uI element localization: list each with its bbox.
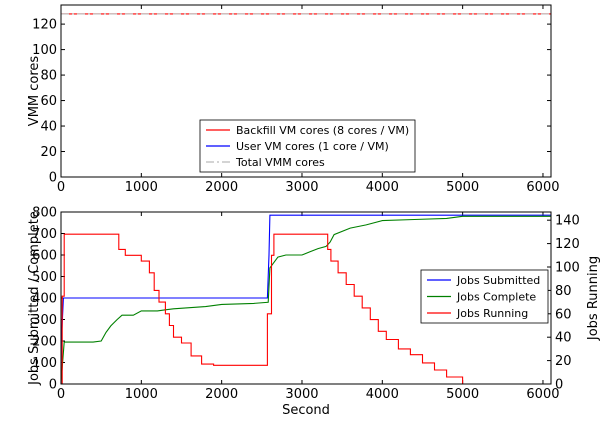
x-tick-label: 2000 xyxy=(205,387,238,402)
y-tick-label: 40 xyxy=(40,120,57,135)
y2-tick-label: 140 xyxy=(555,214,580,229)
series-line-jobs-running xyxy=(61,233,551,385)
y-tick-label: 0 xyxy=(49,171,57,186)
x-tick-label: 3000 xyxy=(285,387,318,402)
x-tick-label: 3000 xyxy=(285,180,318,195)
y2-tick-label: 120 xyxy=(555,237,580,252)
y-tick-label: 60 xyxy=(40,94,57,109)
y2-tick-label: 40 xyxy=(555,331,572,346)
x-tick-label: 5000 xyxy=(446,180,479,195)
y-tick-label: 300 xyxy=(32,313,57,328)
y-tick-label: 80 xyxy=(40,69,57,84)
y-tick-label: 200 xyxy=(32,335,57,350)
y-axis-label: VMM cores xyxy=(27,56,42,127)
y-axis-label: Jobs Submitted / Complete xyxy=(27,211,42,386)
y-tick-label: 600 xyxy=(32,249,57,264)
legend-label: Total VMM cores xyxy=(235,156,325,169)
y2-tick-label: 80 xyxy=(555,284,572,299)
x-tick-label: 6000 xyxy=(526,180,559,195)
y-tick-label: 0 xyxy=(49,378,57,393)
x-tick-label: 0 xyxy=(57,180,65,195)
y-tick-label: 100 xyxy=(32,43,57,58)
legend-label: Jobs Running xyxy=(456,307,528,320)
y2-axis-label: Jobs Running xyxy=(586,256,601,341)
y-tick-label: 700 xyxy=(32,227,57,242)
y2-tick-label: 0 xyxy=(555,378,563,393)
x-tick-label: 2000 xyxy=(205,180,238,195)
x-tick-label: 1000 xyxy=(125,387,158,402)
y-tick-label: 120 xyxy=(32,18,57,33)
legend-label: Jobs Complete xyxy=(456,291,536,304)
x-tick-label: 1000 xyxy=(125,180,158,195)
y-tick-label: 400 xyxy=(32,292,57,307)
x-tick-label: 6000 xyxy=(526,387,559,402)
x-tick-label: 4000 xyxy=(366,180,399,195)
series-line-jobs-complete xyxy=(60,215,551,385)
x-axis-label: Second xyxy=(282,403,330,418)
y-tick-label: 20 xyxy=(40,145,57,160)
legend-label: Backfill VM cores (8 cores / VM) xyxy=(236,124,409,137)
y2-tick-label: 100 xyxy=(555,260,580,275)
legend: Jobs Submitted Jobs Complete Jobs Running xyxy=(420,269,549,324)
x-tick-label: 4000 xyxy=(366,387,399,402)
y-tick-label: 500 xyxy=(32,270,57,285)
plot-frame xyxy=(60,211,552,385)
y-tick-label: 800 xyxy=(32,206,57,221)
legend: Backfill VM cores (8 cores / VM) User VM … xyxy=(199,119,416,173)
y2-tick-label: 20 xyxy=(555,354,572,369)
legend-box xyxy=(199,119,416,173)
x-tick-label: 5000 xyxy=(446,387,479,402)
legend-label: User VM cores (1 core / VM) xyxy=(236,140,389,153)
plot-frame xyxy=(60,4,552,178)
legend-label: Jobs Submitted xyxy=(456,274,540,287)
x-tick-label: 0 xyxy=(57,387,65,402)
y2-tick-label: 60 xyxy=(555,307,572,322)
top-chart: 0 1000 2000 3000 4000 5000 6000 0 20 40 60 80 100 120… xyxy=(27,4,560,195)
bottom-chart: 0 1000 2000 3000 4000 5000 6000010020030040050… xyxy=(27,206,601,419)
y-tick-label: 100 xyxy=(32,356,57,371)
